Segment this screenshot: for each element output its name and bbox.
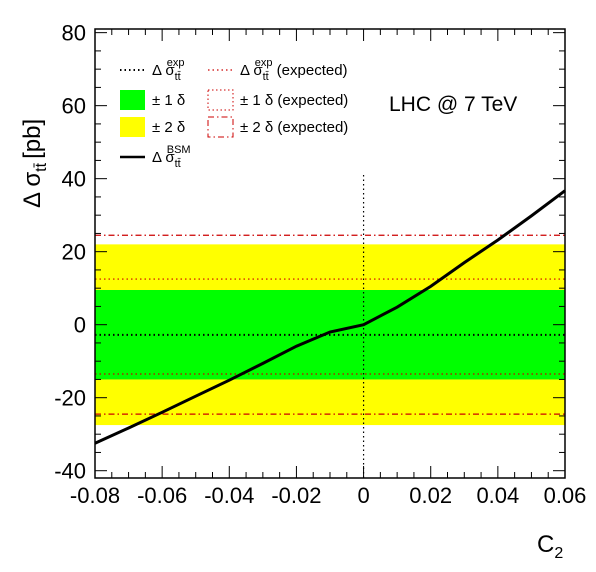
legend-label-main: Δ σ — [240, 62, 263, 79]
y-tick-label: -20 — [54, 386, 86, 411]
legend-label-main: Δ σ — [152, 62, 175, 79]
y-tick-label: 40 — [62, 167, 86, 192]
legend-label: ± 1 δ — [152, 92, 185, 109]
legend-entry-two-delta-expected: ± 2 δ (expected) — [207, 116, 348, 138]
legend-entry-one-delta: ± 1 δ — [120, 90, 185, 110]
y-tick-label: 60 — [62, 94, 86, 119]
legend-label-suffix: (expected) — [273, 62, 348, 79]
legend-swatch — [207, 116, 234, 138]
x-tick-label: -0.08 — [70, 483, 120, 508]
legend-label-sub: tt̄ — [175, 158, 181, 170]
legend-label-sup: exp — [255, 57, 273, 69]
series-layer — [94, 189, 566, 445]
y-axis-title-sub: tt̄ — [33, 162, 50, 171]
legend-label-sup: BSM — [167, 144, 191, 156]
reference-lines-layer — [95, 175, 565, 478]
legend-swatch — [120, 117, 145, 137]
x-tick-label: 0.06 — [544, 483, 587, 508]
x-tick-label: 0.02 — [409, 483, 452, 508]
legend-label-sub: tt̄ — [263, 71, 269, 83]
legend-entry-exp: Δ σtt̄ exp — [120, 57, 185, 83]
lhc-annotation: LHC @ 7 TeV — [389, 93, 517, 116]
legend-entry-two-delta: ± 2 δ — [120, 117, 185, 137]
y-tick-label: 20 — [62, 240, 86, 265]
legend-label: Δ σtt̄ BSM — [152, 144, 191, 170]
y-axis-title-main: Δ σ — [19, 172, 46, 208]
x-tick-label: -0.02 — [271, 483, 321, 508]
legend-swatch — [207, 89, 234, 111]
x-tick-label: -0.06 — [137, 483, 187, 508]
legend-label: ± 1 δ (expected) — [240, 92, 348, 109]
x-axis-title-sub: 2 — [554, 545, 563, 562]
legend-label-main: Δ σ — [152, 149, 175, 166]
legend-label-sub: tt̄ — [175, 71, 181, 83]
legend-label: ± 2 δ — [152, 119, 185, 136]
legend-label-sup: exp — [167, 57, 185, 69]
legend-label: ± 2 δ (expected) — [240, 119, 348, 136]
x-tick-label: 0.04 — [476, 483, 519, 508]
series-line-bsm — [94, 189, 566, 445]
y-tick-label: 0 — [74, 313, 86, 338]
x-axis-ticks: -0.08 -0.06 -0.04 -0.02 0 0.02 0.04 0.06 — [70, 29, 586, 508]
legend-label: Δ σtt̄ exp (expected) — [240, 57, 348, 83]
x-axis-title: C2 — [537, 531, 563, 562]
legend-entry-one-delta-expected: ± 1 δ (expected) — [207, 89, 348, 111]
y-axis-ticks: -40 -20 0 20 40 60 80 — [54, 21, 565, 484]
y-axis-title: Δ σtt̄ [pb] — [19, 119, 50, 208]
legend-entry-bsm: Δ σtt̄ BSM — [120, 144, 191, 170]
x-axis-title-main: C — [537, 531, 554, 558]
y-tick-label: -40 — [54, 459, 86, 484]
x-tick-label: 0 — [357, 483, 369, 508]
y-axis-title-unit: [pb] — [19, 119, 46, 159]
legend-entry-exp-expected: Δ σtt̄ exp (expected) — [208, 57, 348, 83]
y-tick-label: 80 — [62, 21, 86, 46]
legend-label: Δ σtt̄ exp — [152, 57, 185, 83]
legend: Δ σtt̄exp Δ σtt̄exp (expected)± 1 δ ± 1 δ … — [120, 57, 348, 170]
x-tick-label: -0.04 — [204, 483, 254, 508]
legend-swatch — [120, 90, 145, 110]
